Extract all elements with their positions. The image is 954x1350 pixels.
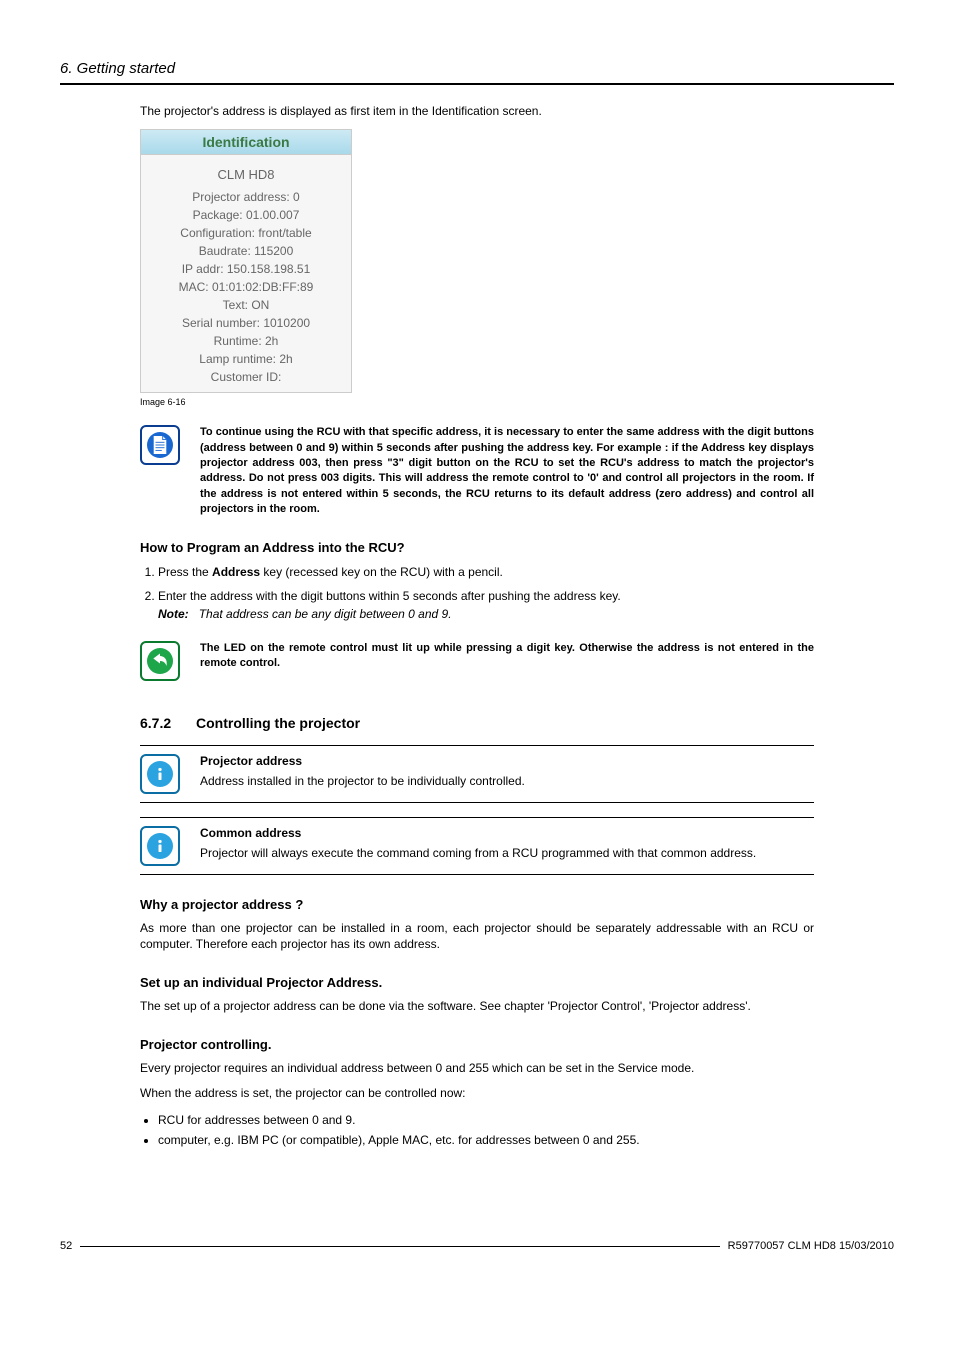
id-row: Baudrate: 115200 xyxy=(151,242,341,260)
definition-text: Address installed in the projector to be… xyxy=(200,774,814,788)
info-icon xyxy=(140,754,180,794)
setup-paragraph: The set up of a projector address can be… xyxy=(140,998,814,1015)
note-label: Note: xyxy=(158,607,189,621)
id-row: Serial number: 1010200 xyxy=(151,314,341,332)
step-text: key (recessed key on the RCU) with a pen… xyxy=(260,565,503,579)
definition-box-2: Common address Projector will always exe… xyxy=(140,817,814,875)
section-title: Controlling the projector xyxy=(196,715,360,731)
intro-paragraph: The projector's address is displayed as … xyxy=(140,103,894,119)
step-text: Press the xyxy=(158,565,212,579)
identification-panel: Identification CLM HD8 Projector address… xyxy=(140,129,352,393)
section-number: 6.7.2 xyxy=(140,715,196,731)
definition-term: Common address xyxy=(200,826,814,840)
step-bold: Address xyxy=(212,565,260,579)
id-row: Runtime: 2h xyxy=(151,332,341,350)
note-text: That address can be any digit between 0 … xyxy=(199,607,452,621)
ctrl-paragraph-2: When the address is set, the projector c… xyxy=(140,1085,814,1102)
howto-heading: How to Program an Address into the RCU? xyxy=(140,540,894,555)
page-number: 52 xyxy=(60,1240,72,1252)
id-row: Configuration: front/table xyxy=(151,224,341,242)
id-row: IP addr: 150.158.198.51 xyxy=(151,260,341,278)
tip-icon xyxy=(140,641,180,681)
id-row: Projector address: 0 xyxy=(151,188,341,206)
ctrl-paragraph-1: Every projector requires an individual a… xyxy=(140,1060,814,1077)
tip-callout: The LED on the remote control must lit u… xyxy=(140,641,814,681)
bullet-item: computer, e.g. IBM PC (or compatible), A… xyxy=(158,1130,814,1150)
tip-text: The LED on the remote control must lit u… xyxy=(200,641,814,672)
id-row: Lamp runtime: 2h xyxy=(151,350,341,368)
setup-heading: Set up an individual Projector Address. xyxy=(140,975,894,990)
page-footer: 52 R59770057 CLM HD8 15/03/2010 xyxy=(60,1240,894,1252)
ctrl-bullets: RCU for addresses between 0 and 9. compu… xyxy=(140,1110,814,1151)
definition-text: Projector will always execute the comman… xyxy=(200,846,814,860)
id-row: Text: ON xyxy=(151,296,341,314)
definition-term: Projector address xyxy=(200,754,814,768)
id-row: MAC: 01:01:02:DB:FF:89 xyxy=(151,278,341,296)
section-heading: 6.7.2 Controlling the projector xyxy=(140,715,894,731)
ctrl-heading: Projector controlling. xyxy=(140,1037,894,1052)
definition-box-1: Projector address Address installed in t… xyxy=(140,745,814,803)
note-text: To continue using the RCU with that spec… xyxy=(200,425,814,517)
id-panel-header: Identification xyxy=(141,130,351,155)
info-icon xyxy=(140,826,180,866)
chapter-rule xyxy=(60,83,894,85)
step-text: Enter the address with the digit buttons… xyxy=(158,589,621,603)
id-panel-rows: Projector address: 0 Package: 01.00.007 … xyxy=(141,188,351,392)
note-callout: To continue using the RCU with that spec… xyxy=(140,425,814,517)
id-row: Customer ID: xyxy=(151,368,341,386)
step-1: Press the Address key (recessed key on t… xyxy=(158,563,894,581)
why-paragraph: As more than one projector can be instal… xyxy=(140,920,814,954)
id-panel-model: CLM HD8 xyxy=(141,155,351,188)
id-row: Package: 01.00.007 xyxy=(151,206,341,224)
howto-steps: Press the Address key (recessed key on t… xyxy=(140,563,894,623)
step-2: Enter the address with the digit buttons… xyxy=(158,587,894,623)
image-caption: Image 6-16 xyxy=(140,397,894,407)
note-icon xyxy=(140,425,180,465)
doc-id: R59770057 CLM HD8 15/03/2010 xyxy=(728,1240,894,1252)
why-heading: Why a projector address ? xyxy=(140,897,894,912)
bullet-item: RCU for addresses between 0 and 9. xyxy=(158,1110,814,1130)
footer-rule xyxy=(80,1246,719,1247)
chapter-title: 6. Getting started xyxy=(60,60,894,77)
